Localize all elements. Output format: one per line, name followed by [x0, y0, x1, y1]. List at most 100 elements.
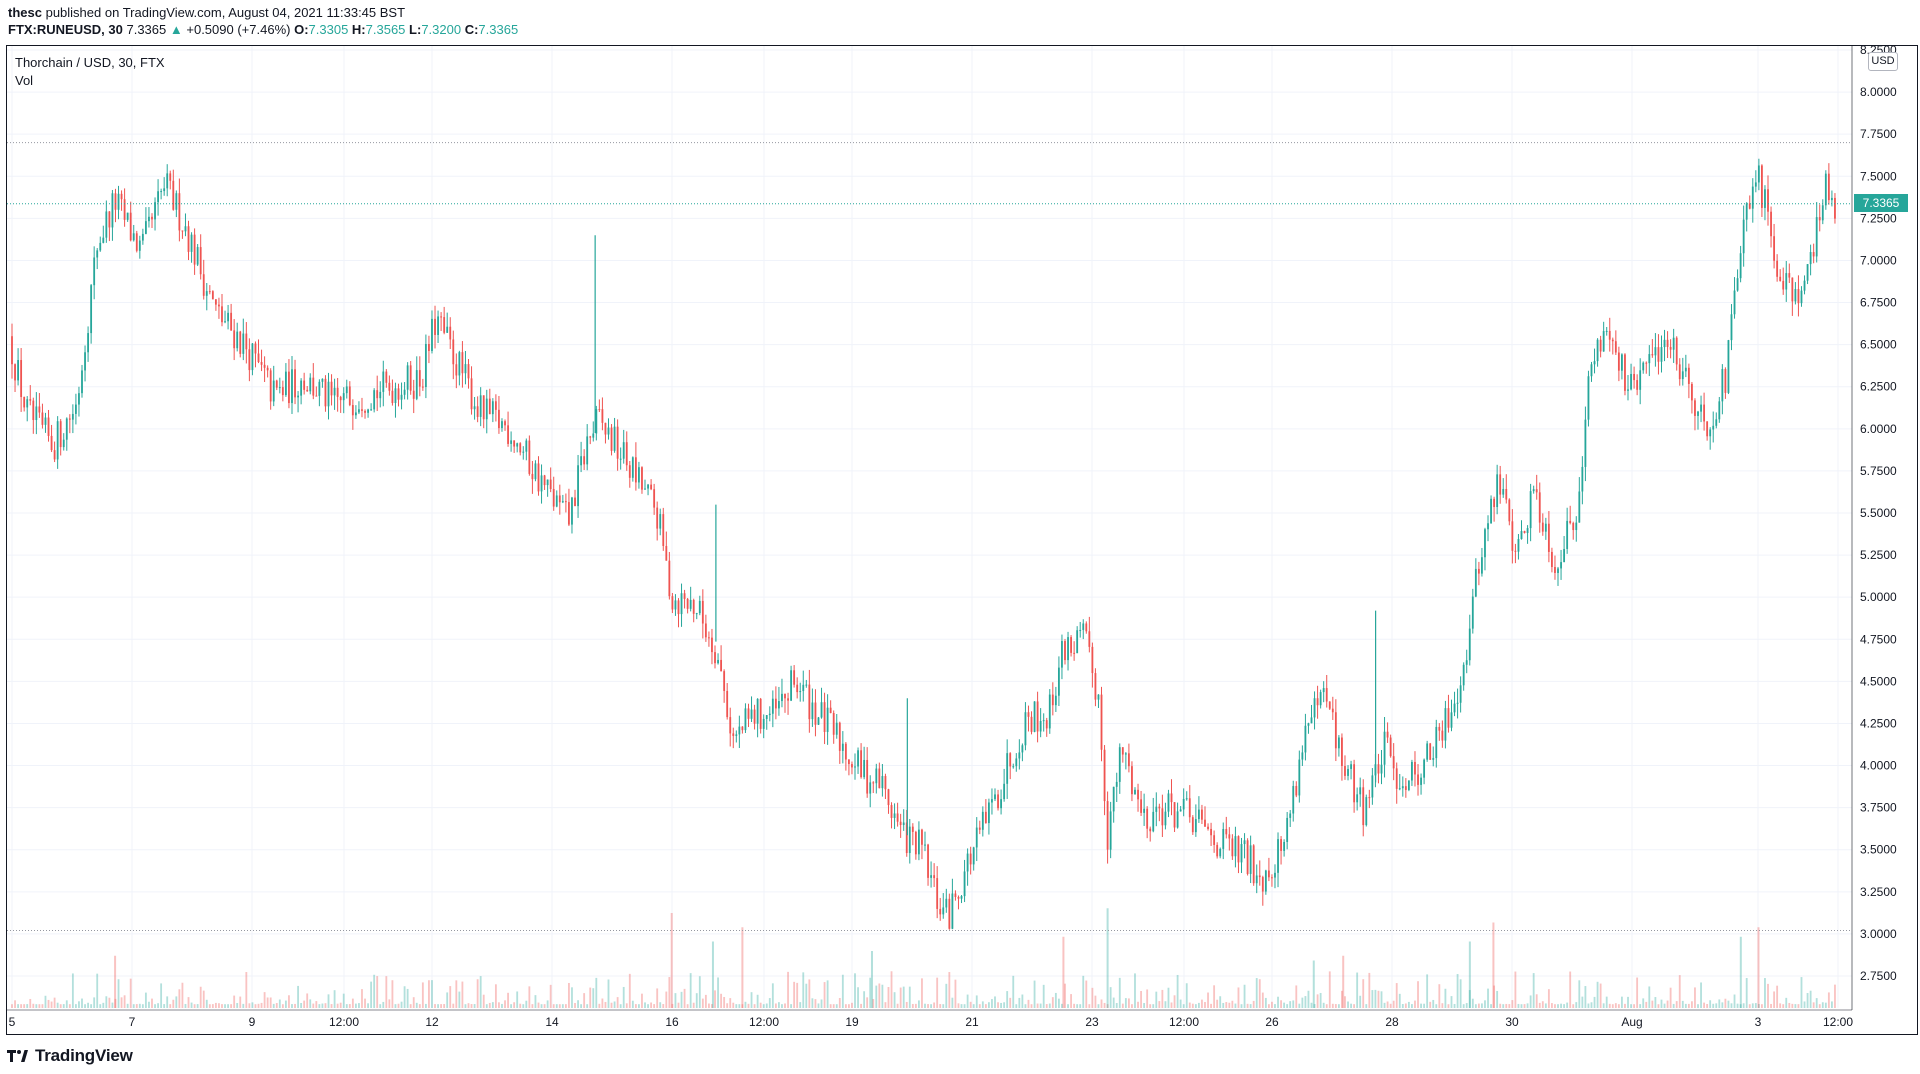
- volume-bar: [1538, 1002, 1541, 1008]
- volume-bar: [485, 1004, 488, 1008]
- volume-bar: [102, 1002, 105, 1008]
- candle-body: [1234, 836, 1237, 857]
- volume-bar: [65, 1000, 68, 1008]
- volume-bar: [1678, 975, 1681, 1008]
- candle-body: [114, 193, 117, 210]
- volume-bar: [574, 1003, 576, 1008]
- volume-bar: [1502, 1004, 1505, 1008]
- volume-bar: [96, 973, 99, 1008]
- candle-body: [1167, 793, 1170, 812]
- volume-bar: [1036, 1003, 1039, 1008]
- volume-bar: [1009, 997, 1012, 1008]
- volume-bar: [750, 992, 753, 1008]
- footer-brand[interactable]: TradingView: [7, 1045, 133, 1067]
- volume-bar: [680, 991, 683, 1008]
- volume-bar: [972, 1004, 975, 1008]
- volume-bar: [38, 1004, 41, 1008]
- candle-body: [1121, 747, 1124, 755]
- candle-body: [297, 395, 299, 398]
- candle-body: [1204, 819, 1206, 827]
- volume-bar: [1134, 973, 1136, 1008]
- volume-bar: [245, 972, 248, 1008]
- volume-bar: [1426, 974, 1429, 1008]
- volume-bar: [549, 984, 552, 1008]
- volume-bar: [1164, 1001, 1167, 1008]
- candle-body: [1636, 380, 1639, 390]
- volume-bar: [23, 1004, 26, 1008]
- volume-bar: [1347, 1001, 1349, 1008]
- candle-body: [1721, 369, 1724, 402]
- candle-body: [345, 386, 348, 394]
- volume-bar: [1767, 983, 1769, 1008]
- volume-bar: [1362, 979, 1365, 1008]
- candle-body: [257, 353, 260, 363]
- volume-bar: [254, 1004, 257, 1008]
- candle-body: [1404, 786, 1407, 790]
- candle-body: [1334, 712, 1337, 749]
- volume-bar: [1447, 1004, 1450, 1008]
- tradingview-logo-icon: [7, 1050, 28, 1062]
- candle-body: [1611, 339, 1614, 342]
- candle-body: [571, 497, 573, 525]
- volume-bar: [1298, 1003, 1301, 1008]
- volume-bar: [1131, 1004, 1133, 1008]
- legend-title[interactable]: Thorchain / USD, 30, FTX: [15, 55, 165, 70]
- legend-volume[interactable]: Vol: [15, 73, 34, 88]
- volume-bar: [1593, 996, 1596, 1008]
- volume-bar: [1386, 1001, 1389, 1008]
- candle-body: [1499, 474, 1502, 495]
- candle-body: [841, 743, 844, 751]
- currency-button[interactable]: USD: [1868, 52, 1898, 71]
- candle-body: [799, 691, 802, 693]
- volume-bar: [324, 1003, 327, 1008]
- volume-bar: [1246, 1003, 1249, 1008]
- volume-bar: [1286, 1004, 1289, 1008]
- candle-body: [1152, 811, 1155, 832]
- candle-body: [1520, 531, 1523, 540]
- volume-bar: [589, 987, 592, 1008]
- volume-bar: [1654, 997, 1657, 1008]
- volume-bar: [214, 1002, 217, 1008]
- candle-body: [1146, 808, 1149, 829]
- volume-bar: [918, 1000, 920, 1008]
- volume-bar: [1584, 986, 1587, 1008]
- candle-body: [254, 343, 257, 354]
- price-tick-label: 6.2500: [1860, 380, 1897, 394]
- author-name[interactable]: thesc: [8, 5, 42, 20]
- volume-bar: [1261, 992, 1264, 1008]
- candle-body: [211, 291, 214, 300]
- volume-bar: [479, 976, 482, 1008]
- volume-bar: [1788, 1002, 1791, 1008]
- volume-spike: [741, 927, 744, 1008]
- volume-bar: [647, 1004, 649, 1008]
- volume-bar: [1773, 991, 1776, 1008]
- symbol-label: FTX:RUNEUSD, 30: [8, 22, 123, 37]
- candle-body: [1216, 844, 1219, 857]
- volume-bar: [1420, 1003, 1422, 1008]
- candle-body: [975, 827, 978, 848]
- volume-bar: [945, 983, 948, 1008]
- volume-bar: [729, 998, 732, 1008]
- candle-body: [1258, 875, 1261, 878]
- candle-body: [689, 599, 692, 609]
- volume-bar: [431, 980, 433, 1008]
- volume-bar: [1563, 1004, 1566, 1008]
- candle-body: [1706, 421, 1709, 437]
- candle-body: [519, 443, 522, 453]
- volume-bar: [20, 1004, 23, 1008]
- volume-spike: [1106, 908, 1109, 1008]
- candle-body: [1736, 278, 1739, 291]
- volume-bar: [1554, 1004, 1556, 1008]
- volume-bar: [211, 1004, 214, 1008]
- volume-bar: [1651, 1000, 1654, 1008]
- candle-body: [829, 707, 832, 714]
- candle-body: [972, 847, 975, 865]
- candle-body: [479, 395, 482, 417]
- current-price-label: 7.3365: [1854, 194, 1908, 212]
- open-label: O:: [294, 22, 309, 37]
- candle-body: [1538, 492, 1541, 523]
- candle-body: [388, 382, 391, 391]
- volume-bar: [844, 1004, 847, 1008]
- volume-bar: [817, 1003, 820, 1008]
